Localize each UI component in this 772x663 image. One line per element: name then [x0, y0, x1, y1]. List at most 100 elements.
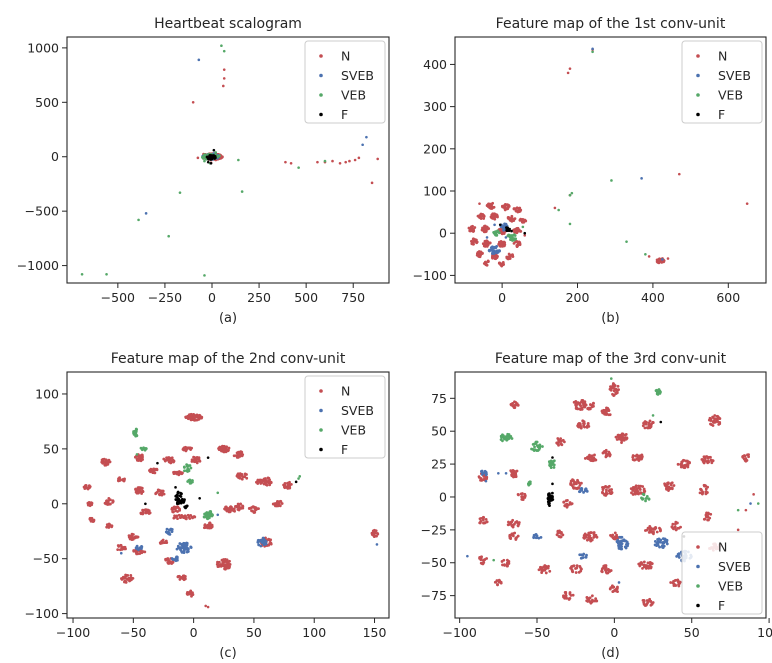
point-VEB [509, 435, 512, 439]
point-SVEB [216, 513, 220, 517]
point-VEB [298, 475, 302, 478]
point-N [516, 403, 520, 407]
point-N [537, 568, 541, 572]
point-N [590, 459, 593, 463]
point-N [611, 383, 615, 387]
legend-label-N: N [718, 540, 727, 555]
point-N [607, 413, 611, 417]
point-N [272, 502, 276, 506]
point-N [481, 228, 485, 232]
point-VEB [205, 516, 209, 520]
point-N [605, 485, 608, 489]
series-F [144, 456, 298, 510]
point-N [625, 436, 629, 440]
point-N [236, 508, 240, 511]
point-N [588, 596, 592, 600]
point-N [252, 510, 256, 514]
point-N [467, 226, 471, 230]
point-VEB [503, 437, 507, 441]
y-tick-label: 50 [431, 424, 447, 439]
point-F [174, 498, 178, 501]
point-VEB [203, 159, 206, 163]
point-VEB [323, 159, 327, 163]
point-N [612, 537, 616, 541]
point-N [222, 77, 226, 80]
point-F [206, 160, 210, 164]
point-F [182, 499, 186, 503]
point-N [227, 446, 231, 450]
point-N [229, 507, 233, 511]
point-N [570, 569, 574, 573]
point-N [478, 250, 482, 254]
point-SVEB [617, 581, 621, 584]
point-F [549, 497, 553, 501]
point-N [610, 491, 614, 495]
point-F [551, 456, 554, 459]
point-SVEB [584, 555, 588, 559]
point-N [482, 226, 486, 230]
point-N [507, 560, 511, 564]
point-N [638, 487, 642, 491]
point-VEB [204, 512, 208, 516]
series-SVEB [119, 513, 379, 563]
point-N [516, 493, 520, 496]
point-N [484, 517, 488, 521]
point-N [564, 592, 568, 596]
point-N [514, 209, 518, 213]
y-tick-label: −25 [421, 522, 447, 537]
point-VEB [533, 445, 536, 449]
legend-marker-VEB [319, 93, 323, 97]
point-N [179, 576, 183, 580]
point-SVEB [640, 177, 643, 180]
point-N [645, 599, 649, 602]
point-SVEB [578, 553, 582, 557]
point-N [496, 583, 499, 586]
point-N [558, 529, 561, 533]
point-N [522, 495, 526, 499]
point-N [560, 443, 564, 447]
point-N [473, 226, 477, 229]
point-N [645, 426, 649, 430]
point-N [495, 213, 499, 217]
point-N [641, 485, 645, 488]
point-N [209, 526, 213, 529]
point-N [562, 500, 566, 504]
point-SVEB [532, 536, 536, 540]
point-VEB [510, 235, 514, 238]
point-F [659, 420, 663, 424]
point-N [569, 479, 573, 483]
point-N [520, 497, 524, 501]
point-N [671, 522, 675, 526]
point-N [710, 423, 713, 426]
point-SVEB [164, 530, 168, 534]
y-tick-label: 500 [35, 95, 59, 110]
point-N [583, 401, 587, 405]
legend-label-F: F [718, 107, 725, 122]
point-N [608, 569, 611, 573]
point-N [648, 561, 652, 564]
point-SVEB [582, 490, 585, 494]
point-N [470, 225, 473, 229]
point-F [175, 502, 179, 506]
point-N [222, 68, 226, 71]
point-SVEB [189, 545, 193, 549]
point-SVEB [466, 554, 469, 558]
point-N [511, 472, 515, 476]
point-N [703, 457, 707, 461]
chart-panel-3: −100 −50 0 50 100 −75 −50 −25 0 25 50 75 Feature map… [421, 351, 772, 661]
point-N [116, 548, 120, 552]
point-N [204, 604, 207, 608]
point-N [544, 571, 548, 575]
point-N [194, 415, 198, 419]
point-N [338, 161, 342, 165]
point-N [227, 564, 230, 568]
point-N [512, 219, 516, 222]
point-N [543, 566, 547, 570]
point-VEB [134, 432, 138, 436]
point-N [607, 450, 611, 454]
point-VEB [647, 497, 651, 501]
point-N [289, 161, 293, 165]
point-N [680, 460, 684, 464]
point-SVEB [185, 542, 189, 546]
point-N [144, 508, 147, 512]
